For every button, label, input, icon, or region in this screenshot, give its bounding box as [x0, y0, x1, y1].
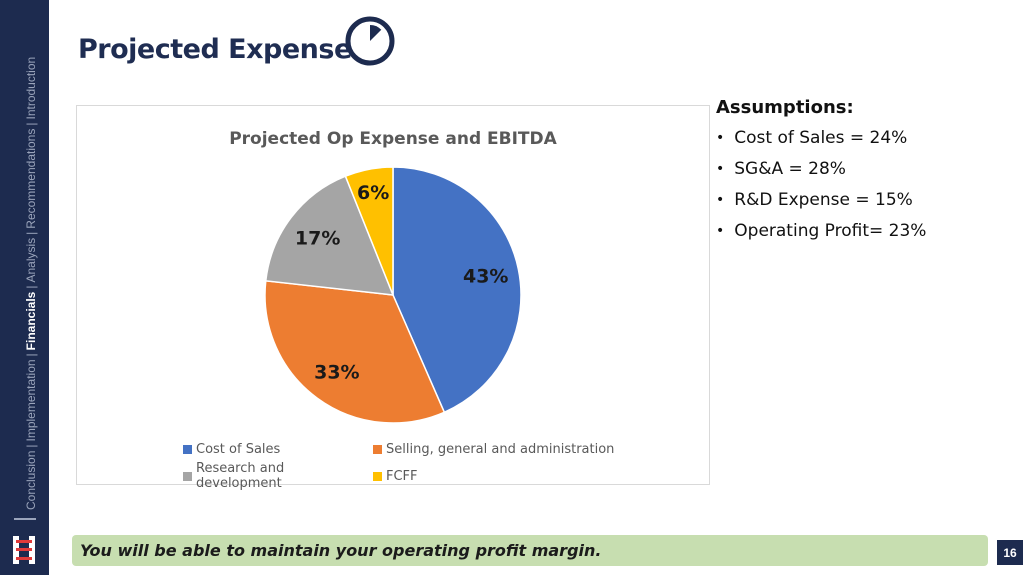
- bullet-icon: •: [716, 192, 725, 208]
- page-number: 16: [997, 540, 1023, 565]
- bullet-icon: •: [716, 223, 725, 239]
- nav-separator: |: [24, 353, 38, 357]
- nav-item-introduction[interactable]: Introduction: [24, 56, 38, 120]
- pie-slice: [392, 166, 522, 414]
- legend-swatch: [183, 445, 192, 454]
- bullet-icon: •: [716, 130, 725, 146]
- pie-chart-canvas: Projected Op Expense and EBITDA 43% 33% 17…: [229, 129, 558, 424]
- nav-item-financials[interactable]: Financials: [24, 291, 38, 351]
- sidebar: Conclusion | Implementation | Financials | …: [0, 0, 49, 575]
- pie-data-label: 17%: [295, 228, 340, 250]
- legend-entry: Research and development: [183, 461, 373, 491]
- assumption-text: SG&A = 28%: [734, 159, 846, 179]
- list-item: • R&D Expense = 15%: [716, 190, 926, 210]
- legend-entry: Cost of Sales: [183, 442, 373, 457]
- nav-separator: |: [24, 231, 38, 235]
- nav-item-recommendations[interactable]: Recommendations: [24, 128, 38, 229]
- bullet-icon: •: [716, 161, 725, 177]
- nav-separator: |: [24, 122, 38, 126]
- list-item: • Cost of Sales = 24%: [716, 128, 926, 148]
- assumption-text: R&D Expense = 15%: [734, 190, 913, 210]
- chart-legend: Cost of Sales Selling, general and admini…: [183, 442, 623, 491]
- nav-item-conclusion[interactable]: Conclusion: [24, 450, 38, 510]
- assumptions-panel: Assumptions: • Cost of Sales = 24% • SG&A …: [716, 97, 926, 252]
- nav-item-analysis[interactable]: Analysis: [24, 237, 38, 283]
- nav-item-implementation[interactable]: Implementation: [24, 359, 38, 442]
- legend-entry: Selling, general and administration: [373, 442, 623, 457]
- legend-label: FCFF: [386, 468, 418, 484]
- legend-label: Cost of Sales: [196, 442, 281, 457]
- legend-entry: FCFF: [373, 461, 623, 491]
- pie-chart: Projected Op Expense and EBITDA 43% 33% 17…: [76, 105, 710, 491]
- assumption-text: Cost of Sales = 24%: [734, 128, 908, 148]
- banner-text: You will be able to maintain your operat…: [80, 541, 602, 560]
- pie-chart-icon: [345, 16, 395, 66]
- legend-label: Research and development: [196, 461, 285, 491]
- list-item: • SG&A = 28%: [716, 159, 926, 179]
- takeaway-banner: You will be able to maintain your operat…: [72, 535, 988, 566]
- pie-slice: [264, 279, 446, 424]
- legend-label: Selling, general and administration: [386, 442, 615, 457]
- pie-data-label: 43%: [463, 266, 508, 288]
- assumptions-heading: Assumptions:: [716, 97, 854, 118]
- assumption-text: Operating Profit= 23%: [734, 221, 927, 241]
- section-nav: Conclusion | Implementation | Financials | …: [24, 57, 38, 510]
- legend-swatch: [183, 471, 192, 481]
- list-item: • Operating Profit= 23%: [716, 221, 926, 241]
- chart-title: Projected Op Expense and EBITDA: [229, 129, 557, 149]
- legend-swatch: [373, 471, 382, 481]
- nav-separator: |: [24, 285, 38, 289]
- page-title: Projected Expense: [78, 34, 352, 65]
- pie-data-label: 33%: [314, 361, 359, 383]
- sidebar-divider: [14, 518, 36, 520]
- legend-swatch: [373, 445, 382, 454]
- pie-slice: [264, 175, 395, 296]
- pie-data-label: 6%: [357, 182, 389, 204]
- company-logo-icon: [13, 536, 35, 564]
- nav-separator: |: [24, 444, 38, 448]
- assumptions-list: • Cost of Sales = 24% • SG&A = 28% • R&D Ex…: [716, 128, 926, 241]
- pie-slice: [344, 166, 394, 296]
